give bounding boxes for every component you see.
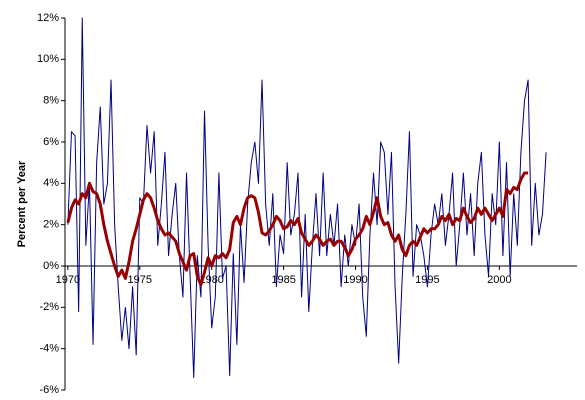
series-line: [66, 171, 529, 287]
y-tick-label: 2%: [43, 219, 59, 231]
y-tick-label: 8%: [43, 95, 59, 107]
y-tick-label: 12%: [37, 12, 59, 24]
y-tick-label: 0%: [43, 260, 59, 272]
y-axis-label: Percent per Year: [16, 160, 28, 247]
y-tick-label: -2%: [39, 301, 59, 313]
x-tick-label: 2000: [487, 274, 511, 286]
x-tick-label: 1970: [56, 274, 80, 286]
y-tick-label: 4%: [43, 177, 59, 189]
y-tick-label: 10%: [37, 53, 59, 65]
x-tick-label: 1980: [199, 274, 223, 286]
y-tick-label: -6%: [39, 384, 59, 396]
x-tick-label: 1985: [271, 274, 295, 286]
y-tick-label: -4%: [39, 343, 59, 355]
series-line: [67, 17, 547, 379]
x-tick-label: 1975: [128, 274, 152, 286]
x-tick-label: 1990: [343, 274, 367, 286]
y-tick-label: 6%: [43, 136, 59, 148]
